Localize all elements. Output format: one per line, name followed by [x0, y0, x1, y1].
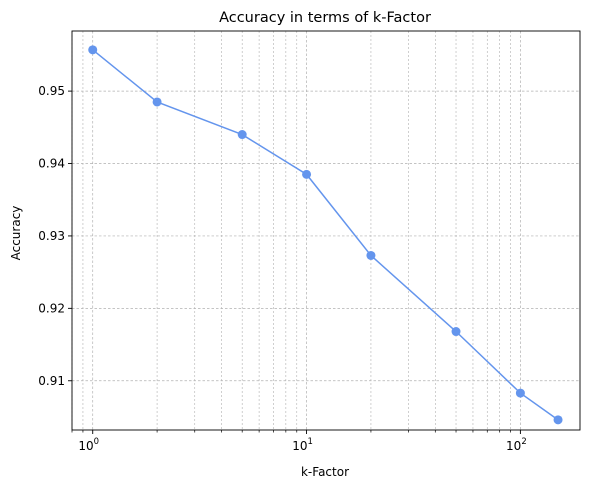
x-tick-exponent: 1: [307, 437, 312, 447]
series-layer: [88, 45, 563, 425]
data-point: [451, 327, 461, 337]
data-point: [237, 130, 247, 140]
data-point: [553, 415, 563, 425]
data-point: [366, 250, 376, 260]
data-point: [515, 388, 525, 398]
x-tick-base: 10: [506, 439, 521, 453]
x-axis-label: k-Factor: [301, 465, 349, 479]
x-tick-exponent: 2: [521, 437, 526, 447]
y-tick-label: 0.94: [38, 157, 65, 171]
x-tick-base: 10: [292, 439, 307, 453]
x-tick-label: 100: [78, 437, 99, 453]
y-tick-label: 0.93: [38, 229, 65, 243]
grid-lines: [71, 31, 580, 430]
y-tick-label: 0.92: [38, 301, 65, 315]
chart-title: Accuracy in terms of k-Factor: [219, 10, 431, 26]
y-tick-label: 0.91: [38, 374, 65, 388]
series-line: [92, 49, 559, 421]
y-axis-label: Accuracy: [9, 206, 23, 261]
axes: [68, 30, 581, 434]
x-tick-exponent: 0: [94, 437, 99, 447]
data-point: [302, 169, 312, 179]
x-tick-label: 102: [506, 437, 527, 453]
plot-frame: [71, 30, 581, 431]
data-point: [152, 97, 162, 107]
x-tick-base: 10: [78, 439, 93, 453]
x-tick-label: 101: [292, 437, 313, 453]
data-point: [88, 45, 98, 55]
y-tick-label: 0.95: [38, 84, 65, 98]
